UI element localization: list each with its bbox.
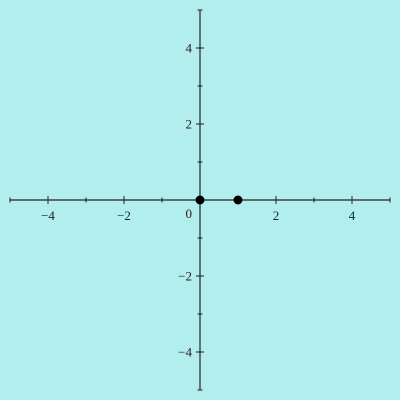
x-tick-label: 2 [273,208,280,223]
y-tick-label: 4 [186,41,193,56]
x-tick-label: 4 [349,208,356,223]
y-tick-label: −4 [178,345,192,360]
data-point [195,195,205,205]
x-tick-label: −2 [117,208,131,223]
y-tick-label: −2 [178,269,192,284]
y-tick-label: 2 [186,117,193,132]
ticks [9,9,391,391]
x-tick-label: −4 [41,208,55,223]
data-point [233,195,243,205]
tick-labels: −4 −2 2 4 4 2 −2 −4 0 [41,41,356,360]
data-points [195,195,243,205]
origin-label: 0 [186,206,193,221]
